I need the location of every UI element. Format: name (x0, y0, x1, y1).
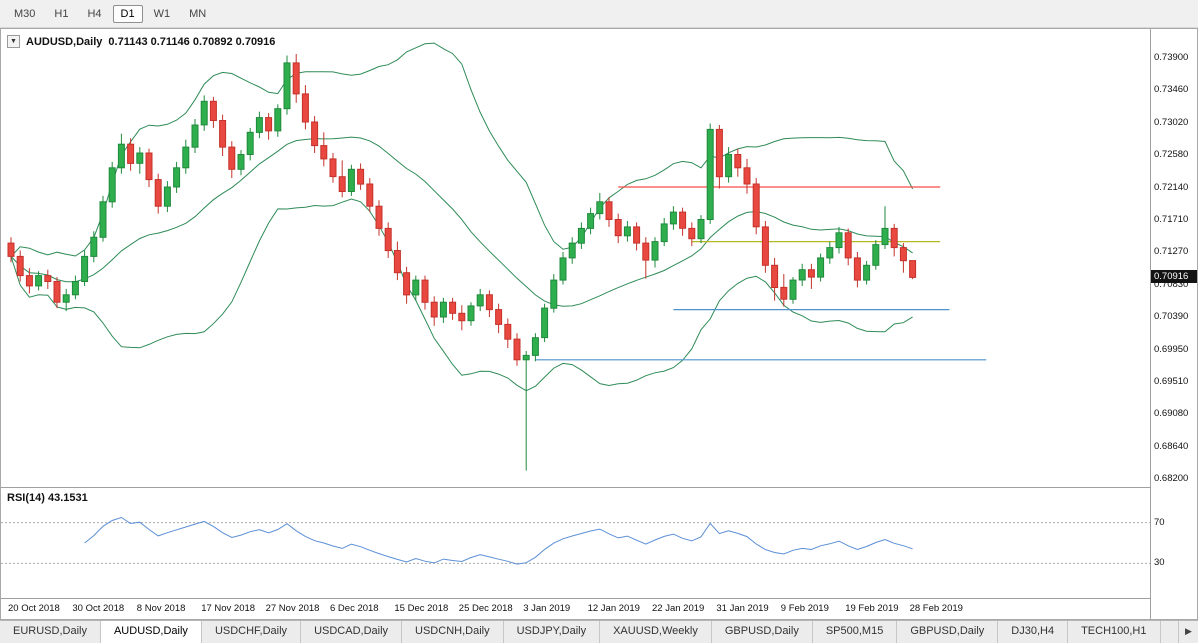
symbol-tab-bar: EURUSD,Daily AUDUSD,Daily USDCHF,Daily USDC… (0, 620, 1198, 643)
date-label: 20 Oct 2018 (8, 603, 60, 614)
axis-divider (1, 598, 1197, 599)
price-tick-label: 0.71710 (1154, 213, 1189, 225)
timeframe-button-mn[interactable]: MN (189, 7, 207, 20)
price-tick-label: 0.69080 (1154, 408, 1189, 419)
symbol-tab-eurusd-0[interactable]: EURUSD,Daily (0, 621, 101, 643)
symbol-dropdown-icon[interactable]: ▼ (7, 35, 20, 48)
symbol-tab-xauusd-6[interactable]: XAUUSD,Weekly (600, 621, 712, 643)
symbol-tab-usdchf-2[interactable]: USDCHF,Daily (202, 621, 302, 643)
price-tick-label: 0.70390 (1154, 311, 1189, 323)
rsi-level-label: 70 (1154, 516, 1165, 528)
price-tick-label: 0.73020 (1154, 116, 1189, 128)
date-label: 17 Nov 2018 (201, 603, 256, 614)
price-tick-label: 0.69510 (1154, 376, 1189, 388)
timeframe-button-h1[interactable]: H1 (54, 7, 69, 20)
chart-window: ▼ AUDUSD,Daily 0.71143 0.71146 0.70892 0… (0, 28, 1198, 620)
chart-title: ▼ AUDUSD,Daily 0.71143 0.71146 0.70892 0… (7, 35, 275, 48)
price-tick-label: 0.71270 (1154, 246, 1189, 258)
date-label: 28 Feb 2019 (909, 603, 963, 614)
timeframe-button-m30[interactable]: M30 (14, 7, 36, 20)
timeframe-button-w1[interactable]: W1 (153, 7, 171, 20)
symbol-tab-tech100-11[interactable]: TECH100,H1 (1068, 621, 1161, 643)
date-label: 3 Jan 2019 (523, 603, 571, 614)
price-tick-label: 0.73900 (1154, 52, 1189, 63)
price-tick-label: 0.73460 (1154, 84, 1189, 96)
bollinger-bands (10, 42, 914, 392)
symbol-tab-sp500-8[interactable]: SP500,M15 (813, 621, 898, 643)
date-label: 12 Jan 2019 (587, 603, 640, 614)
rsi-level-label: 30 (1154, 557, 1165, 569)
symbol-tab-usdjpy-5[interactable]: USDJPY,Daily (504, 621, 601, 643)
symbol-tab-usdcad-3[interactable]: USDCAD,Daily (301, 621, 403, 643)
symbol-tab-usdcnh-4[interactable]: USDCNH,Daily (402, 621, 504, 643)
timeframe-button-h4[interactable]: H4 (87, 7, 102, 20)
date-label: 6 Dec 2018 (330, 603, 379, 614)
symbol-tab-gbpusd-9[interactable]: GBPUSD,Daily (897, 621, 999, 643)
date-label: 22 Jan 2019 (652, 603, 705, 614)
price-tick-label: 0.69950 (1154, 343, 1189, 355)
rsi-line (84, 516, 913, 565)
timeframe-toolbar: M30 H1 H4 D1 W1 MN (0, 0, 1198, 28)
symbol-tab-strip: EURUSD,Daily AUDUSD,Daily USDCHF,Daily USDC… (0, 621, 1178, 643)
horizontal-lines (535, 186, 987, 361)
date-label: 8 Nov 2018 (136, 603, 186, 614)
symbol-tab-dj30-10[interactable]: DJ30,H4 (998, 621, 1069, 643)
date-label: 19 Feb 2019 (845, 603, 899, 614)
price-chart[interactable] (1, 29, 1151, 487)
date-label: 27 Nov 2018 (265, 603, 320, 614)
panel-splitter[interactable] (1, 487, 1197, 488)
date-axis[interactable]: 20 Oct 2018 30 Oct 2018 8 Nov 2018 17 Nov 2… (1, 599, 1150, 619)
price-tick-label: 0.72140 (1154, 181, 1189, 193)
rsi-label: RSI(14) 43.1531 (7, 492, 88, 504)
price-tick-label: 0.68200 (1154, 473, 1189, 484)
date-label: 9 Feb 2019 (780, 603, 829, 614)
date-label: 30 Oct 2018 (72, 603, 125, 614)
symbol-tab-audusd-1[interactable]: AUDUSD,Daily (100, 621, 202, 643)
date-label: 25 Dec 2018 (458, 603, 513, 614)
price-tick-label: 0.70830 (1154, 278, 1189, 290)
current-price-badge: 0.70916 (1151, 270, 1197, 284)
price-scale[interactable]: 0.70916 0.73900 0.73460 0.73020 0.72580 0.72… (1150, 29, 1197, 619)
timeframe-button-d1[interactable]: D1 (112, 4, 143, 23)
date-label: 31 Jan 2019 (716, 603, 769, 614)
candles (7, 54, 917, 471)
chart-ohlc-values: 0.71143 0.71146 0.70892 0.70916 (108, 35, 276, 48)
chart-symbol-label: AUDUSD,Daily (26, 35, 103, 48)
price-tick-label: 0.68640 (1154, 440, 1189, 452)
tab-scroll-right-icon[interactable]: ▶ (1178, 621, 1198, 643)
rsi-panel[interactable] (1, 488, 1151, 598)
date-label: 15 Dec 2018 (394, 603, 449, 614)
symbol-tab-gbpusd-7[interactable]: GBPUSD,Daily (712, 621, 813, 643)
price-tick-label: 0.72580 (1154, 149, 1189, 161)
